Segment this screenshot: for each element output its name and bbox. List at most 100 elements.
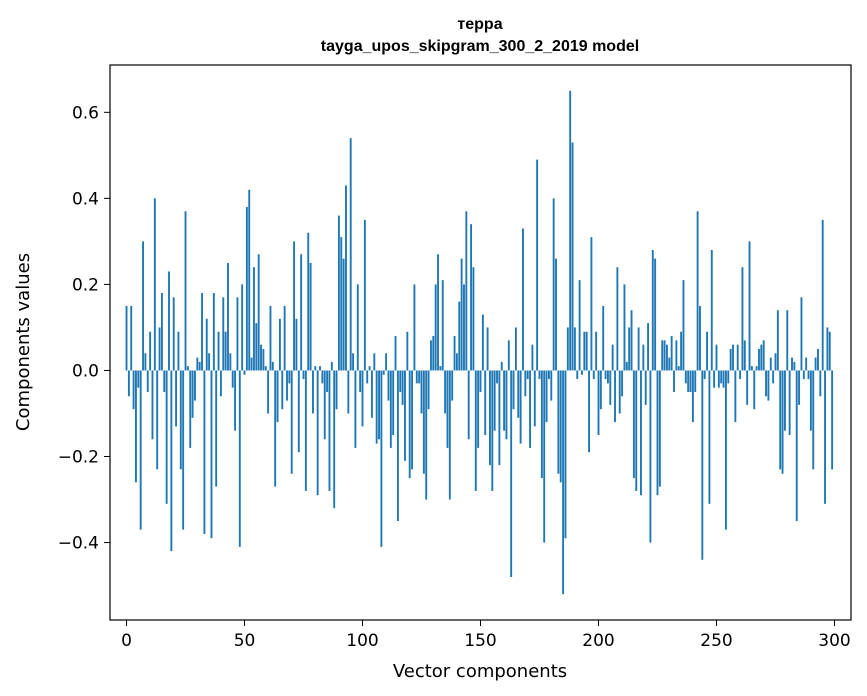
bar-component-214 (630, 310, 633, 371)
bar-component-298 (828, 331, 831, 371)
bar-component-286 (800, 297, 803, 371)
bar-component-143 (463, 284, 465, 371)
x-tick-label: 150 (464, 631, 496, 651)
bar-component-122 (413, 284, 416, 371)
bar-component-295 (821, 219, 824, 371)
bar-component-57 (260, 344, 262, 371)
bar-component-39 (217, 331, 220, 371)
bar-component-251 (717, 370, 720, 388)
bar-component-221 (647, 323, 649, 371)
x-tick-label: 50 (234, 631, 256, 651)
bar-component-255 (727, 370, 730, 384)
bar-component-176 (540, 370, 543, 479)
bar-component-28 (191, 370, 194, 418)
x-tick-label: 0 (121, 631, 132, 651)
bar-component-87 (330, 361, 333, 371)
bar-component-17 (165, 370, 168, 504)
bar-component-210 (621, 370, 624, 397)
bar-component-62 (271, 361, 274, 371)
y-tick-label: −0.2 (58, 448, 99, 468)
bar-component-199 (595, 331, 598, 371)
bar-component-124 (418, 370, 421, 384)
bar-component-123 (415, 370, 418, 384)
bar-component-94 (347, 370, 350, 414)
bar-component-287 (802, 370, 805, 380)
bar-component-112 (389, 370, 392, 448)
bar-component-154 (489, 370, 491, 466)
bar-component-156 (493, 370, 496, 431)
bar-component-44 (229, 353, 232, 371)
bar-component-68 (286, 370, 288, 401)
bar-component-75 (302, 370, 305, 380)
bar-component-153 (486, 327, 489, 371)
bar-component-278 (781, 370, 784, 474)
bar-component-48 (238, 370, 241, 547)
bar-component-41 (222, 297, 225, 371)
bar-component-208 (616, 267, 619, 371)
bar-component-18 (168, 271, 170, 371)
bar-component-189 (571, 142, 574, 371)
bar-component-121 (411, 370, 414, 470)
bar-component-130 (432, 336, 435, 371)
y-tick-label: 0.2 (72, 275, 99, 295)
bar-component-83 (321, 370, 324, 384)
bar-component-37 (212, 293, 215, 371)
bar-component-61 (269, 305, 272, 371)
bar-component-81 (316, 370, 319, 496)
bar-component-166 (517, 370, 520, 418)
bar-component-120 (408, 370, 411, 479)
bar-component-101 (363, 219, 366, 371)
bar-component-196 (588, 370, 590, 453)
chart-subtitle: tayga_upos_skipgram_300_2_2019 model (321, 38, 639, 55)
bar-component-244 (701, 370, 704, 560)
bar-component-215 (632, 370, 635, 479)
bar-component-292 (814, 357, 817, 371)
bar-component-281 (788, 370, 791, 435)
bar-component-4 (135, 370, 137, 483)
bar-component-141 (458, 301, 461, 371)
bar-component-31 (198, 361, 201, 371)
bar-component-107 (378, 370, 380, 440)
bar-component-234 (677, 366, 680, 371)
bar-component-204 (606, 370, 609, 384)
bar-component-274 (772, 370, 775, 384)
bar-component-72 (295, 318, 298, 371)
bar-component-165 (514, 327, 517, 371)
bar-component-246 (706, 331, 708, 371)
bar-component-217 (637, 327, 640, 371)
bar-component-80 (314, 366, 317, 371)
bar-component-212 (625, 361, 628, 371)
bar-component-10 (149, 331, 152, 371)
bar-component-148 (474, 370, 477, 491)
bar-component-36 (210, 370, 213, 539)
bar-component-216 (635, 370, 638, 491)
bar-component-238 (687, 370, 690, 392)
bar-component-158 (498, 370, 501, 466)
bar-component-248 (710, 250, 713, 371)
bar-component-23 (179, 370, 182, 470)
bar-component-67 (283, 305, 286, 371)
bar-component-235 (680, 331, 683, 371)
bar-component-223 (651, 250, 654, 371)
bar-component-290 (809, 370, 812, 431)
bar-component-276 (776, 310, 779, 371)
bar-component-125 (420, 370, 423, 414)
bar-component-106 (375, 370, 378, 444)
bar-component-191 (576, 370, 579, 380)
bar-component-52 (248, 189, 251, 371)
bar-component-113 (392, 370, 395, 435)
bar-component-111 (387, 370, 390, 401)
bar-component-168 (522, 228, 524, 371)
bar-component-74 (300, 254, 303, 371)
bar-component-128 (427, 370, 430, 410)
bar-component-181 (552, 198, 555, 371)
bar-component-35 (208, 353, 211, 371)
bar-component-103 (368, 366, 371, 371)
bar-component-150 (479, 370, 482, 392)
bar-component-58 (262, 348, 265, 371)
bar-component-0 (125, 305, 128, 371)
bar-component-207 (614, 370, 616, 423)
bar-component-206 (611, 344, 614, 371)
bar-component-240 (691, 370, 694, 423)
bar-series (125, 90, 834, 595)
